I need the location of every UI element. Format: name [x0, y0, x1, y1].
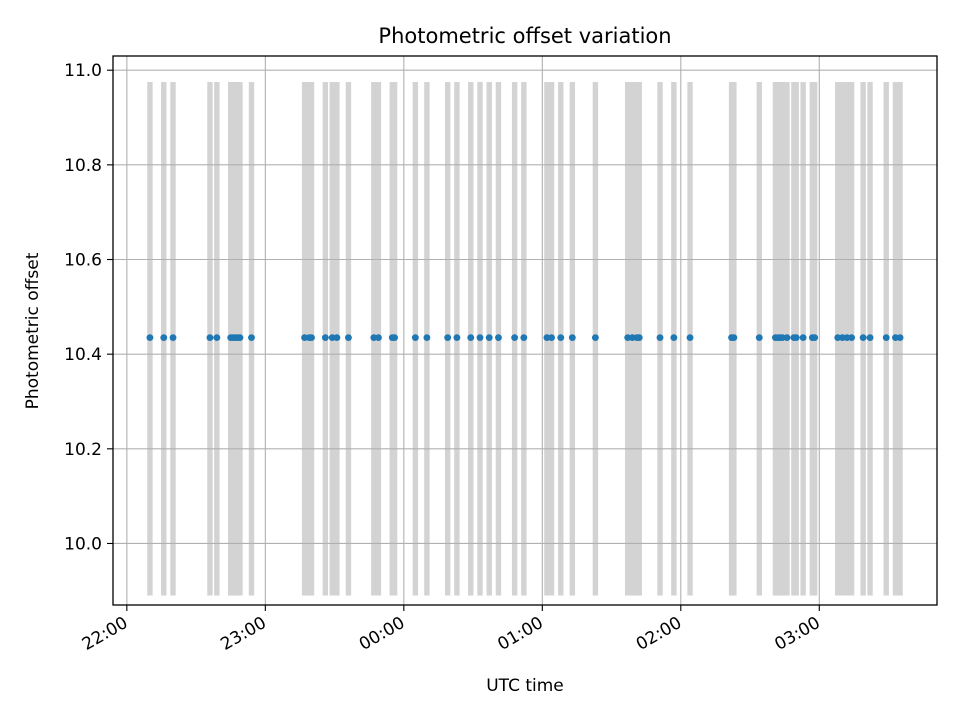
- y-tick-label: 11.0: [64, 61, 102, 81]
- data-point: [333, 334, 341, 341]
- data-point: [635, 334, 643, 341]
- y-tick-label: 10.0: [64, 534, 102, 554]
- data-point: [476, 334, 484, 341]
- data-point: [568, 334, 576, 341]
- y-tick-label: 10.4: [64, 345, 102, 365]
- data-point: [467, 334, 475, 341]
- data-point: [520, 334, 528, 341]
- data-point: [248, 334, 255, 341]
- data-point: [213, 334, 221, 341]
- y-axis-title: Photometric offset: [23, 252, 43, 409]
- data-point: [866, 334, 874, 341]
- data-point: [375, 334, 382, 341]
- x-axis-title: UTC time: [486, 676, 564, 696]
- data-point: [859, 334, 867, 341]
- plot-frame: [112, 55, 938, 606]
- data-point: [236, 334, 244, 341]
- data-point: [308, 334, 315, 341]
- data-point: [896, 334, 904, 341]
- y-tick-label: 10.2: [64, 440, 102, 460]
- data-point: [146, 334, 154, 341]
- data-point: [453, 334, 461, 341]
- data-point: [783, 334, 791, 341]
- data-point: [548, 334, 555, 341]
- y-tick-label: 10.8: [64, 156, 102, 176]
- data-point: [444, 334, 452, 341]
- data-point: [391, 334, 398, 341]
- data-point: [848, 334, 855, 341]
- data-point: [882, 334, 890, 341]
- data-point: [591, 334, 599, 341]
- data-point: [345, 334, 352, 341]
- data-point: [160, 334, 168, 341]
- data-point: [169, 334, 177, 341]
- grid-lines: [113, 56, 937, 605]
- data-point: [495, 334, 502, 341]
- data-point: [792, 334, 800, 341]
- data-point: [799, 334, 807, 341]
- data-point: [423, 334, 431, 341]
- data-point: [686, 334, 694, 341]
- data-point: [670, 334, 678, 341]
- data-point: [321, 334, 329, 341]
- data-point: [411, 334, 419, 341]
- data-point: [755, 334, 763, 341]
- chart-title: Photometric offset variation: [378, 24, 671, 48]
- data-point: [485, 334, 493, 341]
- data-point: [656, 334, 664, 341]
- data-point: [811, 334, 819, 341]
- data-point: [206, 334, 214, 341]
- data-point: [730, 334, 738, 341]
- y-tick-label: 10.6: [64, 251, 102, 271]
- data-point: [511, 334, 519, 341]
- data-point: [557, 334, 565, 341]
- data-points: [146, 334, 904, 341]
